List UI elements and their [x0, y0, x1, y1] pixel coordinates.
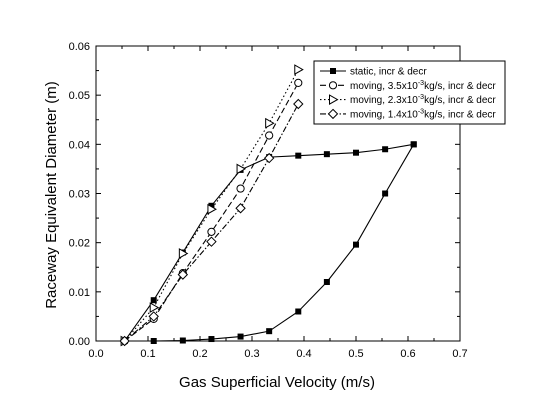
y-tick-label: 0.06 [69, 41, 90, 53]
x-tick-label: 0.0 [88, 348, 103, 360]
x-tick-label: 0.7 [452, 348, 467, 360]
data-point [293, 98, 304, 110]
data-point [235, 203, 246, 214]
data-point [150, 297, 157, 304]
y-tick-label: 0.00 [69, 336, 90, 348]
data-point [263, 152, 275, 164]
series-0 [121, 141, 417, 344]
data-point [382, 190, 389, 197]
data-point [207, 203, 217, 215]
x-tick-label: 0.5 [348, 348, 363, 360]
y-tick-label: 0.04 [69, 139, 90, 151]
legend-marker [330, 68, 336, 74]
data-point [148, 311, 159, 322]
x-tick-label: 0.4 [296, 348, 311, 360]
data-point [353, 241, 359, 248]
data-point [353, 149, 359, 156]
data-point [323, 279, 330, 285]
series-3 [119, 98, 304, 347]
data-point [382, 146, 389, 153]
data-point [178, 248, 189, 259]
x-tick-label: 0.6 [400, 348, 415, 360]
data-point [208, 202, 215, 209]
data-point [295, 308, 302, 315]
data-point [119, 335, 130, 347]
data-point [207, 227, 216, 236]
data-point [294, 78, 303, 87]
x-tick-label: 0.2 [192, 348, 207, 360]
y-tick-label: 0.02 [69, 238, 90, 250]
data-point [149, 302, 160, 313]
series-line [124, 144, 415, 342]
data-point [237, 333, 244, 340]
data-point [295, 152, 302, 159]
y-axis-title: Raceway Equivalent Diameter (m) [43, 81, 60, 309]
x-axis-title: Gas Superficial Velocity (m/s) [179, 374, 375, 391]
legend-entry-label: moving, 2.3x10-3kg/s, incr & decr [350, 94, 496, 106]
legend-entry-label: moving, 1.4x10-3kg/s, incr & decr [350, 108, 496, 120]
data-point [208, 336, 215, 343]
data-point [236, 163, 247, 175]
data-point [206, 236, 217, 247]
data-point [265, 131, 274, 140]
data-point [150, 338, 157, 344]
y-tick-label: 0.03 [69, 189, 90, 201]
data-point [236, 184, 245, 193]
legend: static, incr & decr moving, 3.5x10-3kg/s,… [313, 60, 506, 125]
data-point [177, 269, 189, 280]
legend-marker [327, 108, 339, 120]
y-tick-label: 0.01 [69, 287, 90, 299]
data-point [410, 141, 417, 148]
legend-marker [329, 94, 339, 105]
legend-entry-label: static, incr & decr [350, 67, 427, 78]
series-line-return [124, 143, 414, 342]
x-tick-label: 0.3 [244, 348, 259, 360]
data-point [294, 64, 304, 75]
legend-marker [328, 81, 338, 90]
data-point [323, 151, 330, 158]
data-point [265, 117, 275, 129]
series-2 [120, 64, 304, 347]
data-point [179, 337, 186, 344]
x-tick-label: 0.1 [140, 348, 155, 360]
legend-entry-label: moving, 3.5x10-3kg/s, incr & decr [350, 80, 496, 92]
y-tick-label: 0.05 [69, 90, 90, 102]
series-layer [119, 64, 417, 347]
axes: 0.0 0.1 0.2 0.3 0.4 0.5 0.6 0.7 0.00 0.01 0.02 0.03… [69, 41, 468, 360]
data-point [266, 328, 273, 335]
